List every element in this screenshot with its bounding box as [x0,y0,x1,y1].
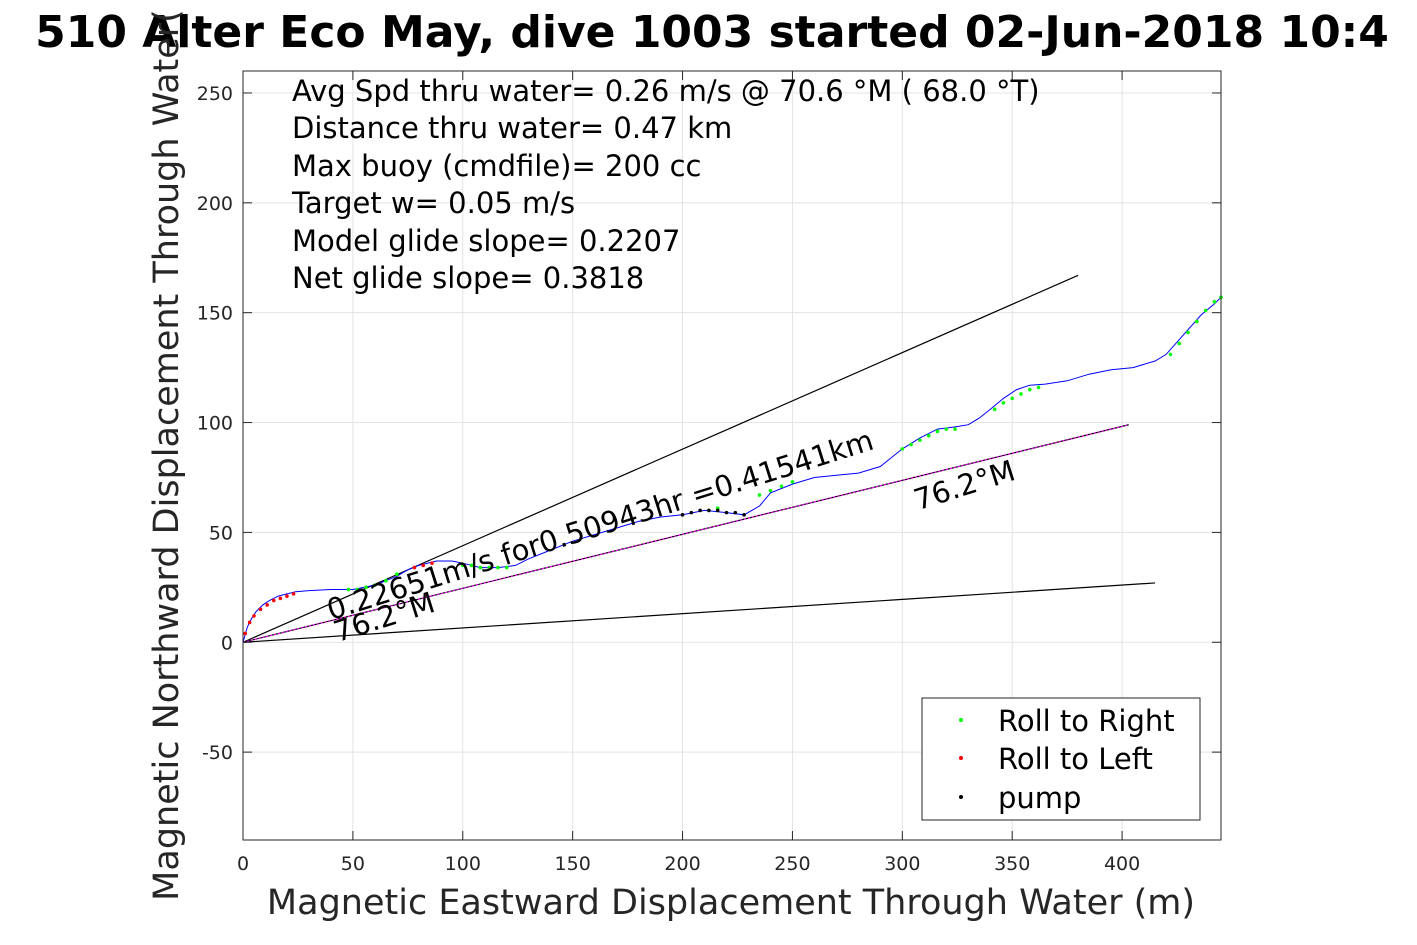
legend-marker-roll-right [959,718,963,722]
y-tick-label: 0 [221,632,233,654]
point-roll-to-right [395,572,399,576]
point-pump [680,513,685,517]
glider-track-line [242,296,1222,643]
info-net-glide-slope: Net glide slope= 0.3818 [292,261,644,295]
point-roll-to-right [779,484,784,489]
point-roll-to-right [1010,396,1015,401]
point-roll-to-right [992,407,997,412]
point-roll-to-right [944,427,949,431]
point-roll-to-right [364,585,368,590]
point-roll-to-right [900,447,905,451]
info-distance: Distance thru water= 0.47 km [292,111,732,145]
y-tick-label: 250 [197,83,233,105]
x-tick-label: 350 [994,853,1030,875]
y-axis-label: Magnetic Northward Displacement Through … [147,9,187,901]
x-tick-label: 150 [555,853,591,875]
legend-label-roll-right: Roll to Right [998,704,1175,738]
point-roll-to-left [291,592,296,596]
x-tick-label: 250 [774,853,810,875]
reference-line-lower-bound [242,582,1156,643]
point-roll-to-right [1203,308,1208,313]
x-tick-label: 50 [341,853,365,875]
point-roll-to-right [918,438,922,442]
data-points [243,295,1223,636]
point-roll-to-left [258,607,263,612]
point-roll-to-right [384,578,388,583]
point-roll-to-right [926,433,931,438]
y-tick-label: 50 [209,522,233,544]
y-tick-label: 200 [197,193,233,215]
point-roll-to-right [1212,299,1217,304]
point-roll-to-right [355,587,360,592]
point-pump [689,510,694,515]
y-tick-label: 100 [197,413,233,435]
point-roll-to-right [1195,319,1199,324]
info-model-glide-slope: Model glide slope= 0.2207 [292,224,680,258]
heading-track-line [242,424,1129,643]
point-roll-to-left [265,603,269,607]
x-tick-label: 300 [884,853,920,875]
point-roll-to-left [285,594,289,598]
point-roll-to-left [412,565,417,570]
point-roll-to-right [487,565,491,570]
point-roll-to-right [346,587,351,592]
legend-marker-roll-left [959,756,963,760]
point-roll-to-left [252,614,256,618]
point-roll-to-right [1001,400,1006,405]
info-target-w: Target w= 0.05 m/s [291,186,575,220]
plot-frame [242,70,1222,841]
legend-box [921,697,1201,821]
point-roll-to-right [469,563,474,568]
point-roll-to-right [1019,392,1023,396]
legend-marker-pump [959,795,963,799]
x-tick-label: 0 [237,853,249,875]
point-roll-to-left [247,620,252,625]
point-roll-to-right [1027,387,1032,392]
point-roll-to-right [460,563,465,568]
reference-line-upper-bound [242,274,1079,643]
point-pump [698,508,702,513]
x-tick-label: 100 [445,853,481,875]
point-roll-to-right [478,565,483,570]
point-roll-to-right [935,429,940,434]
point-pump [724,510,729,515]
legend-label-pump: pump [998,781,1081,815]
info-max-buoy: Max buoy (cmdfile)= 200 cc [292,149,701,183]
chart-title: 510 Alter Eco May, dive 1003 started 02-… [35,7,1389,58]
info-avg-speed: Avg Spd thru water= 0.26 m/s @ 70.6 °M (… [292,74,1040,108]
x-tick-label: 200 [664,853,700,875]
point-roll-to-left [278,596,283,601]
point-roll-to-right [1168,352,1173,357]
legend-label-roll-left: Roll to Left [998,742,1153,776]
point-roll-to-left [243,631,247,636]
point-pump [715,508,720,513]
info-text-block: Avg Spd thru water= 0.26 m/s @ 70.6 °M (… [291,74,1040,295]
point-roll-to-right [496,565,500,570]
x-tick-label: 400 [1104,853,1140,875]
track-layer [242,296,1222,643]
point-roll-to-right [790,480,795,484]
point-pump [707,508,711,513]
y-tick-label: 150 [197,303,233,325]
point-roll-to-right [1186,330,1190,335]
legend: Roll to Right Roll to Left pump [921,697,1201,821]
point-roll-to-right [768,488,773,493]
point-roll-to-right [1036,385,1041,390]
point-pump [733,510,738,515]
point-roll-to-right [757,493,762,497]
point-roll-to-left [271,598,276,603]
axis-ticks: 0 50 100 150 200 250 300 350 400 -50 0 50 100 150 200 2… [197,71,1221,875]
y-tick-label: -50 [202,742,233,764]
point-roll-to-right [909,442,913,447]
point-roll-to-right [373,583,377,587]
point-roll-to-right [504,565,509,570]
x-axis-label: Magnetic Eastward Displacement Through W… [267,883,1195,923]
point-roll-to-right [953,427,957,431]
point-roll-to-left [421,563,426,568]
point-pump [742,513,746,517]
point-roll-to-left [430,561,434,565]
point-roll-to-right [1177,341,1182,346]
